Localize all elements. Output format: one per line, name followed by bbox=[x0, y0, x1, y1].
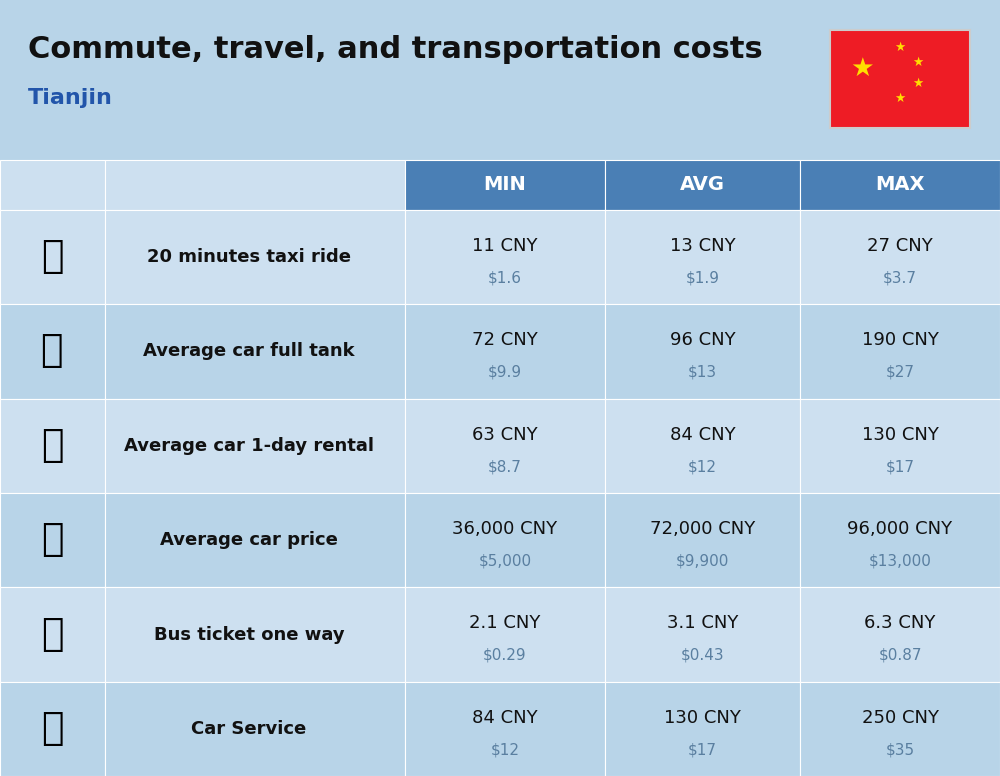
Text: 130 CNY: 130 CNY bbox=[664, 708, 741, 726]
Text: ★: ★ bbox=[913, 78, 924, 90]
Text: Average car price: Average car price bbox=[160, 531, 338, 549]
FancyBboxPatch shape bbox=[105, 493, 405, 587]
Text: 2.1 CNY: 2.1 CNY bbox=[469, 614, 541, 632]
FancyBboxPatch shape bbox=[405, 304, 605, 399]
Text: $5,000: $5,000 bbox=[478, 553, 532, 568]
Text: 96,000 CNY: 96,000 CNY bbox=[847, 520, 953, 538]
Text: ★: ★ bbox=[894, 41, 906, 54]
Text: AVG: AVG bbox=[680, 175, 725, 195]
FancyBboxPatch shape bbox=[605, 587, 800, 681]
Text: 36,000 CNY: 36,000 CNY bbox=[452, 520, 558, 538]
Text: $13,000: $13,000 bbox=[869, 553, 931, 568]
FancyBboxPatch shape bbox=[605, 160, 800, 210]
Text: ⛽️: ⛽️ bbox=[41, 334, 64, 369]
Text: ★: ★ bbox=[913, 56, 924, 69]
FancyBboxPatch shape bbox=[105, 210, 405, 304]
Text: $0.87: $0.87 bbox=[878, 648, 922, 663]
Text: 13 CNY: 13 CNY bbox=[670, 237, 735, 255]
FancyBboxPatch shape bbox=[105, 587, 405, 681]
Text: 72,000 CNY: 72,000 CNY bbox=[650, 520, 755, 538]
Text: $0.29: $0.29 bbox=[483, 648, 527, 663]
Text: 🚙: 🚙 bbox=[41, 428, 64, 464]
FancyBboxPatch shape bbox=[405, 587, 605, 681]
Text: $35: $35 bbox=[885, 742, 915, 757]
Text: MIN: MIN bbox=[484, 175, 526, 195]
Text: Car Service: Car Service bbox=[191, 720, 307, 738]
Text: Tianjin: Tianjin bbox=[28, 88, 113, 108]
FancyBboxPatch shape bbox=[0, 587, 105, 681]
Text: 🔧: 🔧 bbox=[41, 711, 64, 747]
FancyBboxPatch shape bbox=[800, 160, 1000, 210]
Text: $9.9: $9.9 bbox=[488, 365, 522, 379]
FancyBboxPatch shape bbox=[105, 681, 405, 776]
FancyBboxPatch shape bbox=[605, 210, 800, 304]
FancyBboxPatch shape bbox=[0, 399, 105, 493]
Text: 3.1 CNY: 3.1 CNY bbox=[667, 614, 738, 632]
FancyBboxPatch shape bbox=[830, 30, 970, 128]
FancyBboxPatch shape bbox=[800, 493, 1000, 587]
FancyBboxPatch shape bbox=[0, 304, 105, 399]
FancyBboxPatch shape bbox=[800, 587, 1000, 681]
FancyBboxPatch shape bbox=[800, 681, 1000, 776]
Text: 250 CNY: 250 CNY bbox=[862, 708, 938, 726]
Text: $3.7: $3.7 bbox=[883, 270, 917, 286]
Text: 96 CNY: 96 CNY bbox=[670, 331, 735, 349]
Text: $17: $17 bbox=[688, 742, 717, 757]
Text: 84 CNY: 84 CNY bbox=[472, 708, 538, 726]
FancyBboxPatch shape bbox=[0, 681, 105, 776]
FancyBboxPatch shape bbox=[605, 681, 800, 776]
FancyBboxPatch shape bbox=[800, 304, 1000, 399]
FancyBboxPatch shape bbox=[0, 160, 105, 210]
FancyBboxPatch shape bbox=[405, 160, 605, 210]
Text: 63 CNY: 63 CNY bbox=[472, 425, 538, 444]
FancyBboxPatch shape bbox=[605, 493, 800, 587]
Text: $0.43: $0.43 bbox=[681, 648, 724, 663]
Text: $13: $13 bbox=[688, 365, 717, 379]
Text: 6.3 CNY: 6.3 CNY bbox=[864, 614, 936, 632]
Text: 84 CNY: 84 CNY bbox=[670, 425, 735, 444]
Text: MAX: MAX bbox=[875, 175, 925, 195]
Text: $12: $12 bbox=[490, 742, 520, 757]
FancyBboxPatch shape bbox=[105, 160, 405, 210]
Text: Bus ticket one way: Bus ticket one way bbox=[154, 625, 344, 643]
Text: Average car 1-day rental: Average car 1-day rental bbox=[124, 437, 374, 455]
FancyBboxPatch shape bbox=[605, 399, 800, 493]
FancyBboxPatch shape bbox=[405, 210, 605, 304]
Text: Average car full tank: Average car full tank bbox=[143, 342, 355, 361]
Text: 130 CNY: 130 CNY bbox=[862, 425, 938, 444]
Text: $1.9: $1.9 bbox=[686, 270, 720, 286]
Text: $8.7: $8.7 bbox=[488, 459, 522, 474]
Text: 190 CNY: 190 CNY bbox=[862, 331, 938, 349]
FancyBboxPatch shape bbox=[405, 399, 605, 493]
FancyBboxPatch shape bbox=[405, 493, 605, 587]
Text: 72 CNY: 72 CNY bbox=[472, 331, 538, 349]
FancyBboxPatch shape bbox=[0, 493, 105, 587]
Text: $9,900: $9,900 bbox=[676, 553, 729, 568]
Text: ★: ★ bbox=[850, 56, 874, 82]
Text: Commute, travel, and transportation costs: Commute, travel, and transportation cost… bbox=[28, 35, 763, 64]
FancyBboxPatch shape bbox=[105, 304, 405, 399]
Text: 🚌: 🚌 bbox=[41, 616, 64, 653]
FancyBboxPatch shape bbox=[800, 210, 1000, 304]
Text: $27: $27 bbox=[886, 365, 914, 379]
FancyBboxPatch shape bbox=[605, 304, 800, 399]
Text: 🚗: 🚗 bbox=[41, 522, 64, 558]
Text: 11 CNY: 11 CNY bbox=[472, 237, 538, 255]
FancyBboxPatch shape bbox=[800, 399, 1000, 493]
FancyBboxPatch shape bbox=[0, 210, 105, 304]
Text: 27 CNY: 27 CNY bbox=[867, 237, 933, 255]
Text: 🚖: 🚖 bbox=[41, 239, 64, 275]
Text: ★: ★ bbox=[894, 92, 906, 105]
Text: $1.6: $1.6 bbox=[488, 270, 522, 286]
Text: $17: $17 bbox=[886, 459, 914, 474]
Text: 20 minutes taxi ride: 20 minutes taxi ride bbox=[147, 248, 351, 266]
FancyBboxPatch shape bbox=[105, 399, 405, 493]
Text: $12: $12 bbox=[688, 459, 717, 474]
FancyBboxPatch shape bbox=[405, 681, 605, 776]
